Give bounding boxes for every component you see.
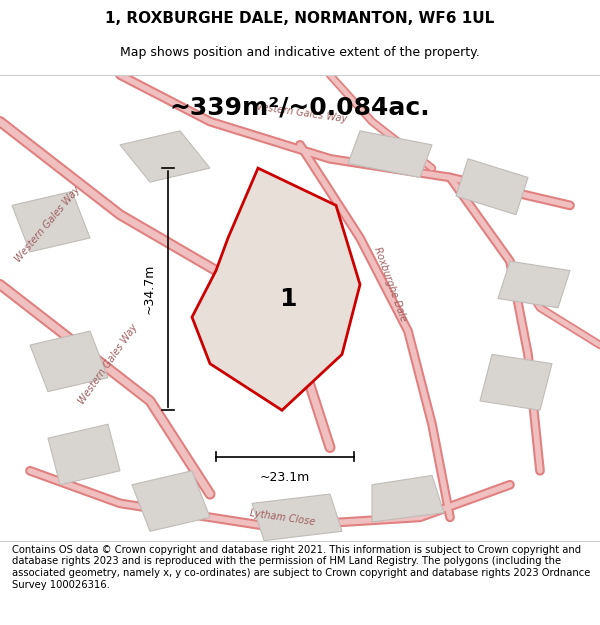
Polygon shape bbox=[120, 131, 210, 182]
Text: ~34.7m: ~34.7m bbox=[143, 264, 156, 314]
Text: ~23.1m: ~23.1m bbox=[260, 471, 310, 484]
Text: Map shows position and indicative extent of the property.: Map shows position and indicative extent… bbox=[120, 46, 480, 59]
Text: Contains OS data © Crown copyright and database right 2021. This information is : Contains OS data © Crown copyright and d… bbox=[12, 545, 590, 589]
Polygon shape bbox=[12, 191, 90, 252]
Polygon shape bbox=[456, 159, 528, 214]
Text: ~339m²/~0.084ac.: ~339m²/~0.084ac. bbox=[170, 96, 430, 119]
Polygon shape bbox=[132, 471, 210, 531]
Text: Lytham Close: Lytham Close bbox=[248, 508, 316, 527]
Polygon shape bbox=[48, 424, 120, 485]
Polygon shape bbox=[348, 131, 432, 178]
Polygon shape bbox=[498, 261, 570, 308]
Text: 1, ROXBURGHE DALE, NORMANTON, WF6 1UL: 1, ROXBURGHE DALE, NORMANTON, WF6 1UL bbox=[106, 11, 494, 26]
Text: Western Gales Way: Western Gales Way bbox=[252, 101, 348, 124]
Text: Western Gales Way: Western Gales Way bbox=[14, 184, 82, 264]
Text: 1: 1 bbox=[279, 286, 297, 311]
Polygon shape bbox=[30, 331, 108, 392]
Text: Roxburghe Dale: Roxburghe Dale bbox=[372, 246, 408, 323]
Polygon shape bbox=[252, 494, 342, 541]
Polygon shape bbox=[192, 168, 360, 410]
Polygon shape bbox=[480, 354, 552, 410]
Text: Western Gales Way: Western Gales Way bbox=[77, 322, 139, 406]
Polygon shape bbox=[372, 476, 444, 522]
